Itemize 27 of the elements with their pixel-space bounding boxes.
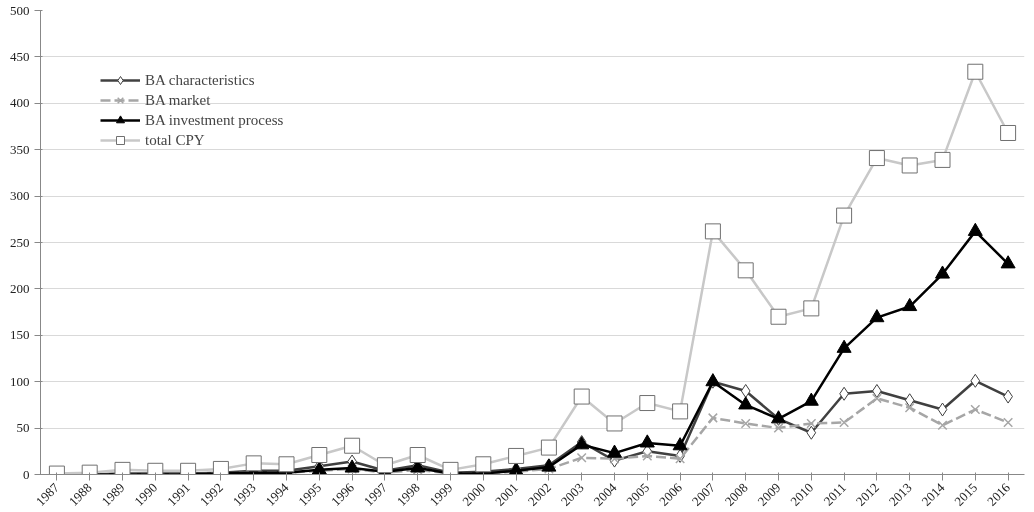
y-tick-label: 200 <box>10 280 30 296</box>
x-tick-label: 2011 <box>820 479 850 509</box>
x-tick-label: 2013 <box>885 479 915 509</box>
y-tick-label: 0 <box>23 466 30 482</box>
x-tick-label: 2001 <box>492 479 522 509</box>
legend-label: BA characteristics <box>145 71 255 89</box>
y-tick-label: 450 <box>10 48 30 64</box>
legend-label: BA investment process <box>145 111 284 129</box>
x-tick-label: 1990 <box>131 479 161 509</box>
legend-label: BA market <box>145 91 211 109</box>
x-tick-label: 2008 <box>721 479 751 509</box>
y-tick-label: 100 <box>10 373 30 389</box>
x-tick-label: 1988 <box>65 479 95 509</box>
legend-label: total CPY <box>145 131 205 149</box>
x-tick-label: 2003 <box>557 479 587 509</box>
y-tick-label: 500 <box>10 2 30 18</box>
y-tick-label: 300 <box>10 188 30 204</box>
x-tick-label: 2010 <box>787 479 817 509</box>
y-tick-label: 350 <box>10 141 30 157</box>
x-tick-label: 1998 <box>393 479 423 509</box>
x-tick-label: 1993 <box>229 479 259 509</box>
x-tick-label: 2000 <box>459 479 489 509</box>
y-tick-label: 150 <box>10 327 30 343</box>
y-tick-label: 250 <box>10 234 30 250</box>
y-tick-label: 50 <box>16 420 30 436</box>
y-tick-label: 400 <box>10 95 30 111</box>
x-tick-label: 1991 <box>164 479 194 509</box>
